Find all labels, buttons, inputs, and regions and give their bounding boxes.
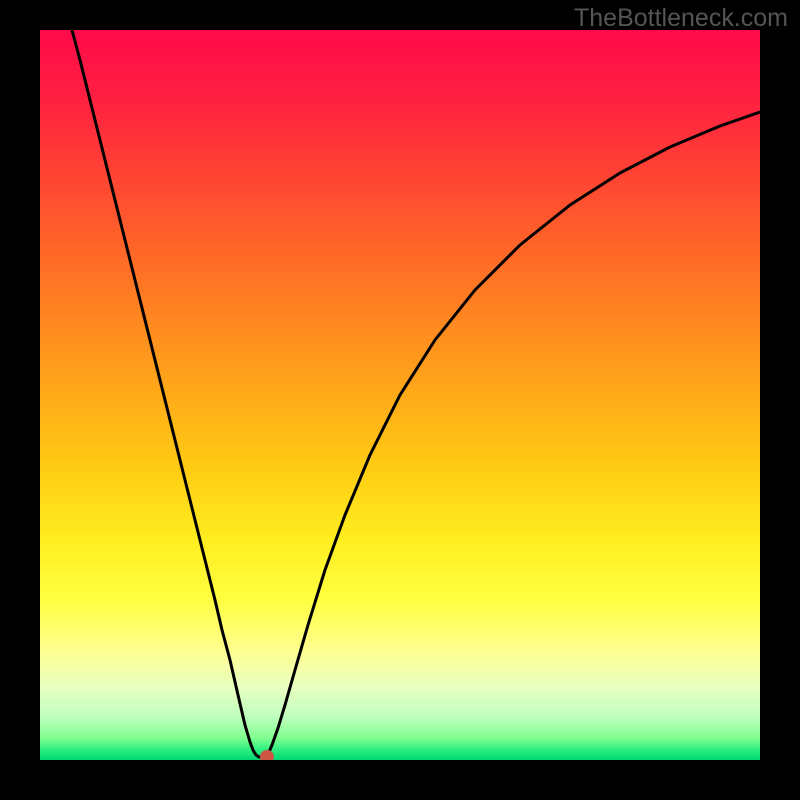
chart-container <box>40 30 760 760</box>
watermark-text: TheBottleneck.com <box>574 4 788 33</box>
bottleneck-chart <box>40 30 760 760</box>
